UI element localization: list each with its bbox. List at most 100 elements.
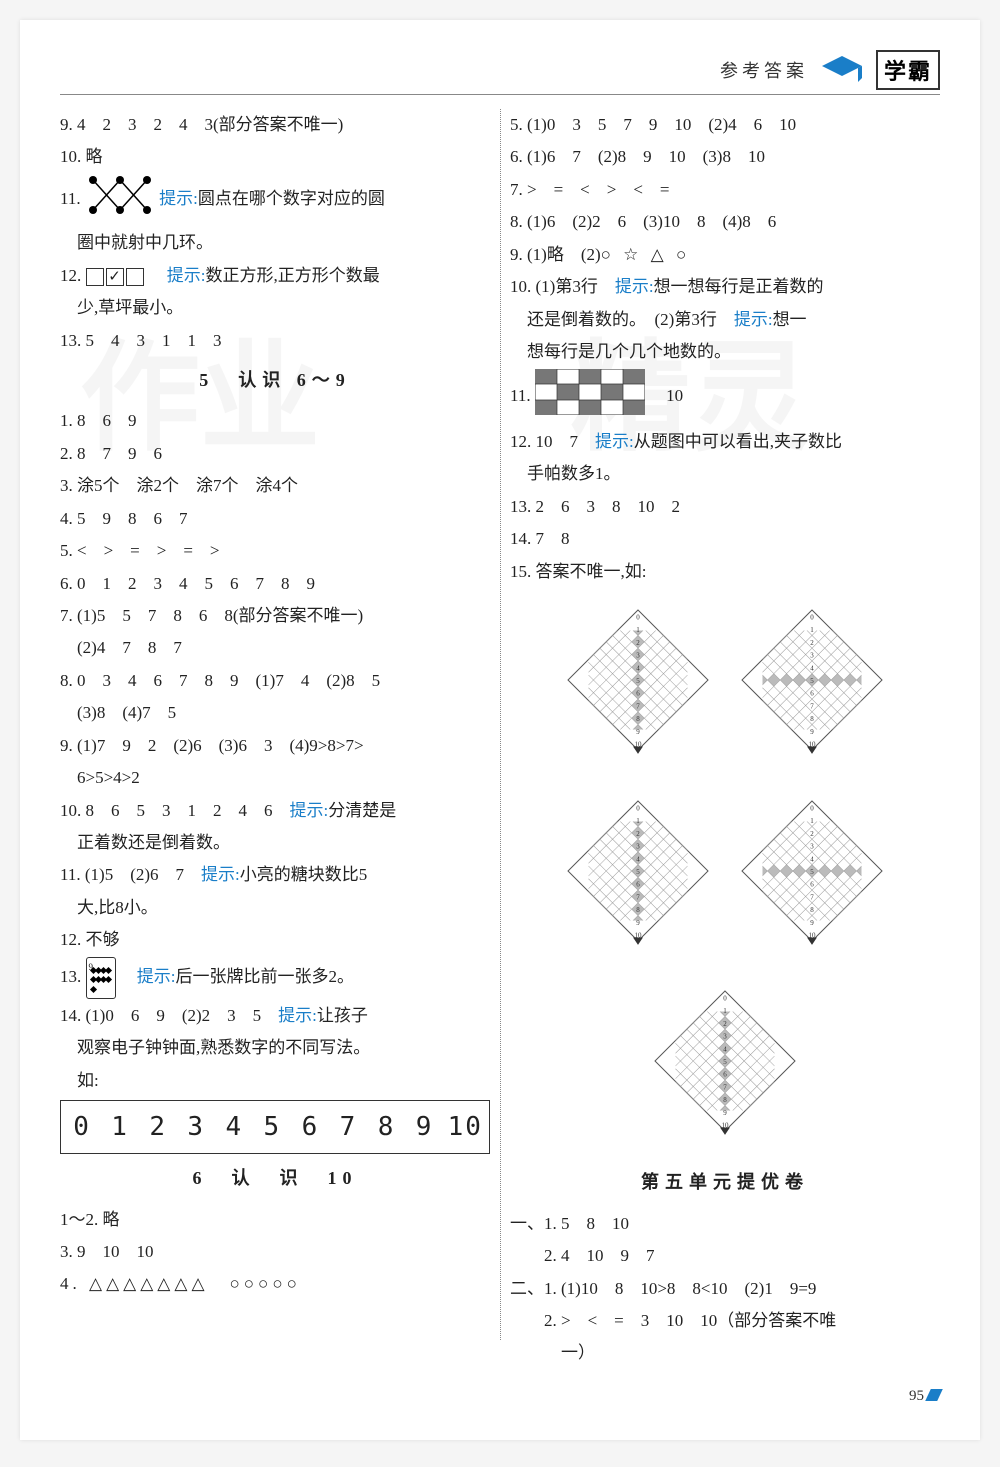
answer-line: 11. (1)5 (2)6 7 提示:小亮的糖块数比5 (60, 859, 490, 890)
svg-text:1: 1 (636, 626, 640, 634)
digit: 4 (219, 1103, 249, 1151)
svg-text:9: 9 (723, 1109, 727, 1117)
answer-line: 15. 答案不唯一,如: (510, 556, 940, 587)
text: 圆点在哪个数字对应的圆 (198, 189, 385, 208)
logo-text: 学霸 (876, 50, 940, 90)
answer-line: 10. 略 (60, 141, 490, 172)
svg-text:9: 9 (636, 918, 640, 926)
digit: 7 (333, 1103, 363, 1151)
answer-line: 2. 8 7 9 6 (60, 438, 490, 469)
playing-card-icon: 9 (86, 957, 116, 999)
checkbox-checked: ✓ (106, 268, 124, 286)
svg-text:3: 3 (810, 842, 814, 850)
answer-line: (3)8 (4)7 5 (60, 697, 490, 728)
answer-line: 1～2. 略 (60, 1204, 490, 1235)
answer-line: 10. 8 6 5 3 1 2 4 6 提示:分清楚是 (60, 795, 490, 826)
cross-match-icon (85, 174, 155, 226)
svg-text:6: 6 (723, 1071, 727, 1079)
svg-text:1: 1 (810, 817, 814, 825)
answer-line: 二、1. (1)10 8 10>8 8<10 (2)1 9=9 (510, 1273, 940, 1304)
text: 想一想每行是正着数的 (654, 277, 824, 296)
answer-line: 11. 提示:圆点在哪个数字对应的圆 (60, 174, 490, 226)
digit: 9 (410, 1103, 440, 1151)
right-column: 5. (1)0 3 5 7 9 10 (2)4 6 10 6. (1)6 7 (… (510, 109, 940, 1370)
hint-label: 提示: (290, 801, 329, 820)
answer-line: 如: (60, 1065, 490, 1096)
page-number: 95 (60, 1388, 940, 1405)
svg-text:7: 7 (723, 1083, 727, 1091)
answer-line: 13. 2 6 3 8 10 2 (510, 491, 940, 522)
checkbox-empty (86, 268, 104, 286)
svg-text:8: 8 (636, 906, 640, 914)
digit: 5 (257, 1103, 287, 1151)
svg-text:3: 3 (636, 652, 640, 660)
answer-line: 3. 9 10 10 (60, 1236, 490, 1267)
answer-line: 5. < > = > = > (60, 535, 490, 566)
section-title: 第五单元提优卷 (510, 1166, 940, 1199)
text: 从题图中可以看出,夹子数比 (634, 432, 842, 451)
column-divider (500, 109, 501, 1340)
svg-text:3: 3 (723, 1033, 727, 1041)
svg-text:0: 0 (723, 994, 727, 1002)
svg-text:0: 0 (636, 613, 640, 621)
answer-line: 12. ✓ 提示:数正方形,正方形个数最 (60, 260, 490, 291)
text: 10. 8 6 5 3 1 2 4 6 (60, 801, 290, 820)
answer-line: 14. (1)0 6 9 (2)2 3 5 提示:让孩子 (60, 1000, 490, 1031)
section-title: 6 认 识 10 (60, 1162, 490, 1195)
answer-line: 9. (1)7 9 2 (2)6 (3)6 3 (4)9>8>7> (60, 730, 490, 761)
graduation-cap-icon (818, 52, 866, 88)
svg-text:9: 9 (636, 728, 640, 736)
text: 11. (1)5 (2)6 7 (60, 865, 201, 884)
svg-text:2: 2 (810, 829, 814, 837)
header-title: 参考答案 (720, 57, 808, 83)
answer-line: 4. 5 9 8 6 7 (60, 503, 490, 534)
answer-line: 9. (1)略 (2)○ ☆ △ ○ (510, 239, 940, 270)
answer-line: 1. 8 6 9 (60, 405, 490, 436)
section-title: 5 认识 6～9 (60, 364, 490, 397)
svg-text:6: 6 (810, 690, 814, 698)
answer-line: 12. 10 7 提示:从题图中可以看出,夹子数比 (510, 426, 940, 457)
svg-text:5: 5 (810, 868, 814, 876)
answer-line: 6. 0 1 2 3 4 5 6 7 8 9 (60, 568, 490, 599)
text: 数正方形,正方形个数最 (205, 266, 379, 285)
answer-line: 13. 5 4 3 1 1 3 (60, 325, 490, 356)
svg-text:8: 8 (810, 906, 814, 914)
answer-line: 6. (1)6 7 (2)8 9 10 (3)8 10 (510, 141, 940, 172)
svg-text:8: 8 (636, 715, 640, 723)
text: 圈中就射中几环。 (77, 233, 213, 252)
answer-line: 想每行是几个几个地数的。 (510, 336, 940, 367)
text: 10. (1)第3行 (510, 277, 615, 296)
hint-label: 提示: (137, 967, 176, 986)
answer-line: 11. 10 (510, 369, 940, 425)
hint-label: 提示: (595, 432, 634, 451)
answer-line: 大,比8小。 (60, 892, 490, 923)
label: 11. (60, 189, 81, 208)
text: 还是倒着数的。 (2)第3行 (510, 310, 734, 329)
digit: 8 (372, 1103, 402, 1151)
answer-line: 3. 涂5个 涂2个 涂7个 涂4个 (60, 470, 490, 501)
svg-text:5: 5 (636, 677, 640, 685)
answer-line: 14. 7 8 (510, 523, 940, 554)
answer-line: 一） (510, 1337, 940, 1368)
svg-text:0: 0 (636, 804, 640, 812)
svg-text:2: 2 (810, 639, 814, 647)
answer-line: 8. (1)6 (2)2 6 (3)10 8 (4)8 6 (510, 206, 940, 237)
digit: 1 (105, 1103, 135, 1151)
digit: 3 (181, 1103, 211, 1151)
answer-line: 13. 9 提示:后一张牌比前一张多2。 (60, 957, 490, 999)
svg-text:2: 2 (723, 1020, 727, 1028)
checker-grid-icon (535, 369, 645, 425)
page: 作业 精灵 参考答案 学霸 9. 4 2 3 2 4 3(部分答案不唯一) 10… (20, 20, 980, 1440)
svg-text:5: 5 (723, 1058, 727, 1066)
digit: 10 (448, 1103, 483, 1151)
page-header: 参考答案 学霸 (60, 50, 940, 95)
answer-line: 正着数还是倒着数。 (60, 827, 490, 858)
svg-text:3: 3 (636, 842, 640, 850)
answer-line: 观察电子钟钟面,熟悉数字的不同写法。 (60, 1032, 490, 1063)
svg-text:6: 6 (636, 690, 640, 698)
text: 少,草坪最小。 (77, 298, 183, 317)
text: 让孩子 (317, 1006, 368, 1025)
svg-text:2: 2 (636, 639, 640, 647)
left-column: 9. 4 2 3 2 4 3(部分答案不唯一) 10. 略 11. 提示:圆点在… (60, 109, 490, 1370)
diamond-grid-row-1: 012345678910012345678910 (510, 593, 940, 777)
